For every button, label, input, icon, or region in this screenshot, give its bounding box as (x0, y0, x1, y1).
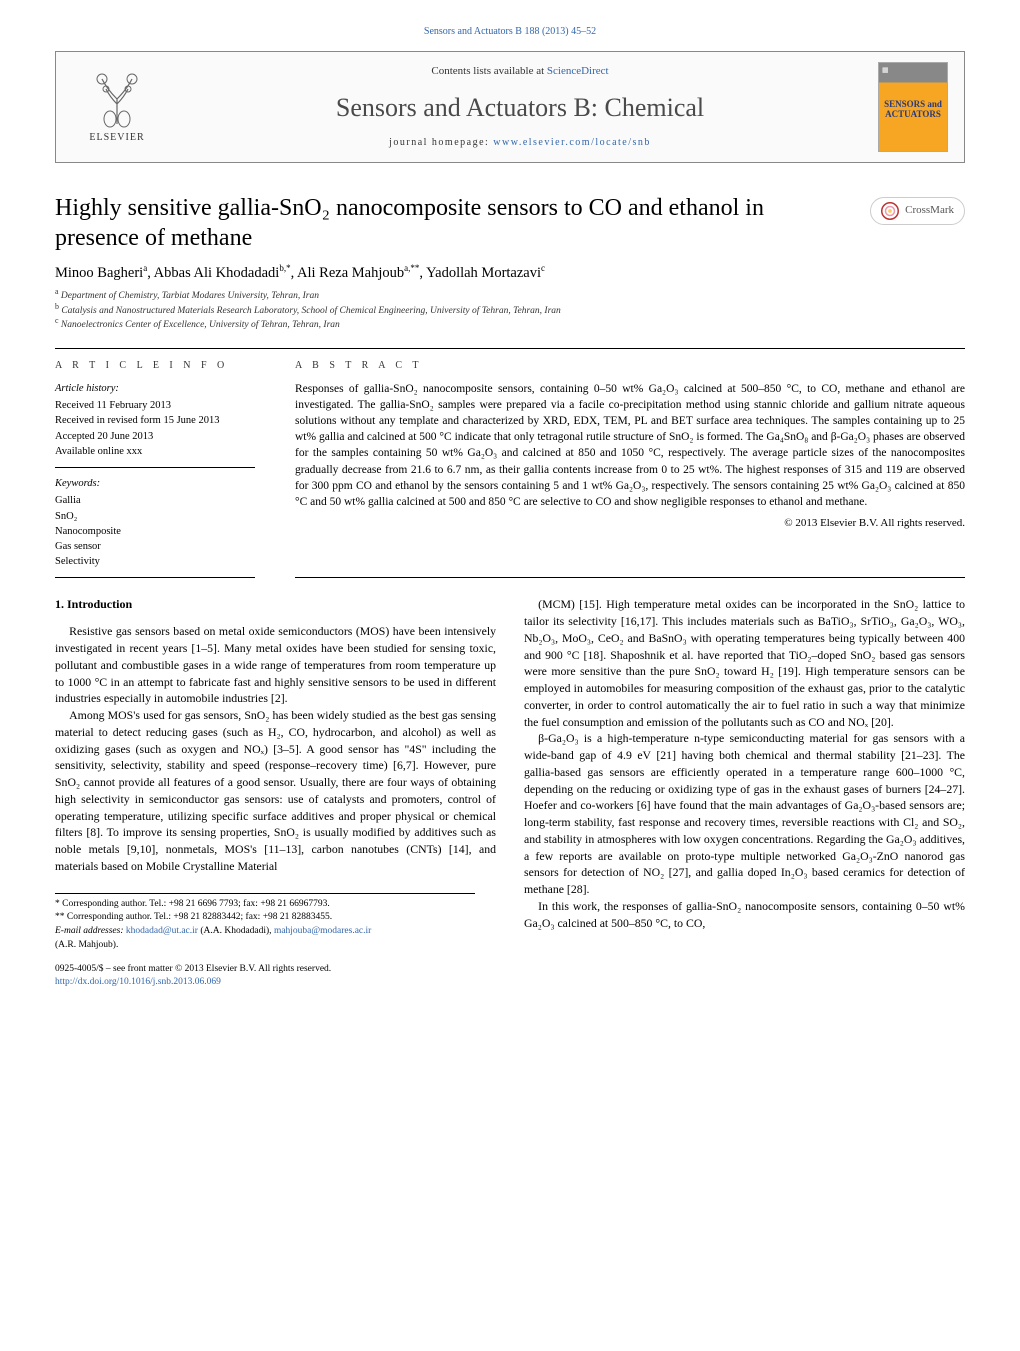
sciencedirect-link[interactable]: ScienceDirect (547, 65, 609, 77)
footnote-emails: E-mail addresses: khodadad@ut.ac.ir (A.A… (55, 925, 475, 953)
corresponding-footnotes: * Corresponding author. Tel.: +98 21 669… (55, 893, 475, 953)
history-revised: Received in revised form 15 June 2013 (55, 413, 255, 428)
doi-link[interactable]: http://dx.doi.org/10.1016/j.snb.2013.06.… (55, 977, 221, 987)
elsevier-tree-icon (82, 69, 152, 129)
abstract-heading: A B S T R A C T (295, 359, 965, 373)
authors-line: Minoo Bagheria, Abbas Ali Khodadadib,*, … (55, 263, 965, 283)
affiliations: a Department of Chemistry, Tarbiat Modar… (55, 289, 965, 332)
contents-line: Contents lists available at ScienceDirec… (162, 64, 878, 79)
history-heading: Article history: (55, 381, 255, 396)
footnote-2: ** Corresponding author. Tel.: +98 21 82… (55, 911, 475, 925)
author-3: Ali Reza Mahjouba,** (297, 265, 419, 281)
issn-line: 0925-4005/$ – see front matter © 2013 El… (55, 963, 496, 977)
journal-homepage-link[interactable]: www.elsevier.com/locate/snb (493, 137, 651, 148)
top-citation[interactable]: Sensors and Actuators B 188 (2013) 45–52 (55, 25, 965, 39)
footnote-1: * Corresponding author. Tel.: +98 21 669… (55, 898, 475, 912)
header-center: Contents lists available at ScienceDirec… (162, 64, 878, 150)
elsevier-logo: ELSEVIER (72, 62, 162, 152)
journal-cover-thumbnail: ▦ SENSORS andACTUATORS (878, 62, 948, 152)
crossmark-icon (881, 202, 899, 220)
affiliation-a: a Department of Chemistry, Tarbiat Modar… (55, 289, 965, 303)
affiliation-b: b Catalysis and Nanostructured Materials… (55, 304, 965, 318)
contents-prefix: Contents lists available at (431, 65, 546, 77)
article-info-column: A R T I C L E I N F O Article history: R… (55, 359, 255, 578)
email-link-1[interactable]: khodadad@ut.ac.ir (126, 926, 198, 936)
intro-paragraph-5: In this work, the responses of gallia-Sn… (524, 898, 965, 932)
history-online: Available online xxx (55, 444, 255, 459)
article-history: Article history: Received 11 February 20… (55, 381, 255, 468)
author-1: Minoo Bagheria (55, 265, 147, 281)
keyword-3: Nanocomposite (55, 524, 255, 539)
intro-paragraph-2: Among MOS's used for gas sensors, SnO₂ h… (55, 707, 496, 875)
body-right-column: (MCM) [15]. High temperature metal oxide… (524, 596, 965, 990)
journal-header: ELSEVIER Contents lists available at Sci… (55, 51, 965, 163)
cover-line1: SENSORS and (884, 99, 942, 109)
keyword-1: Gallia (55, 493, 255, 508)
keywords-block: Keywords: Gallia SnO₂ Nanocomposite Gas … (55, 476, 255, 578)
crossmark-badge[interactable]: CrossMark (870, 197, 965, 225)
abstract-column: A B S T R A C T Responses of gallia-SnO₂… (295, 359, 965, 578)
history-accepted: Accepted 20 June 2013 (55, 429, 255, 444)
intro-paragraph-3: (MCM) [15]. High temperature metal oxide… (524, 596, 965, 730)
email-link-2[interactable]: mahjouba@modares.ac.ir (274, 926, 371, 936)
history-received: Received 11 February 2013 (55, 398, 255, 413)
abstract-copyright: © 2013 Elsevier B.V. All rights reserved… (295, 516, 965, 531)
homepage-prefix: journal homepage: (389, 137, 493, 148)
keyword-2: SnO₂ (55, 509, 255, 524)
journal-title: Sensors and Actuators B: Chemical (162, 90, 878, 126)
publisher-name: ELSEVIER (89, 131, 144, 145)
affiliation-c: c Nanoelectronics Center of Excellence, … (55, 318, 965, 332)
article-info-heading: A R T I C L E I N F O (55, 359, 255, 373)
section-heading-introduction: 1. Introduction (55, 596, 496, 613)
journal-homepage-line: journal homepage: www.elsevier.com/locat… (162, 136, 878, 150)
intro-paragraph-1: Resistive gas sensors based on metal oxi… (55, 623, 496, 707)
keywords-heading: Keywords: (55, 476, 255, 491)
abstract-text: Responses of gallia-SnO₂ nanocomposite s… (295, 381, 965, 510)
body-left-column: 1. Introduction Resistive gas sensors ba… (55, 596, 496, 990)
footer-meta: 0925-4005/$ – see front matter © 2013 El… (55, 963, 496, 991)
keyword-5: Selectivity (55, 554, 255, 569)
author-2: Abbas Ali Khodadadib,* (154, 265, 291, 281)
intro-paragraph-4: β-Ga₂O₃ is a high-temperature n-type sem… (524, 730, 965, 898)
cover-line2: ACTUATORS (885, 109, 941, 119)
article-title: Highly sensitive gallia-SnO₂ nanocomposi… (55, 193, 850, 253)
keyword-4: Gas sensor (55, 539, 255, 554)
author-4: Yadollah Mortazavic (426, 265, 545, 281)
body-columns: 1. Introduction Resistive gas sensors ba… (55, 596, 965, 990)
crossmark-label: CrossMark (905, 203, 954, 218)
